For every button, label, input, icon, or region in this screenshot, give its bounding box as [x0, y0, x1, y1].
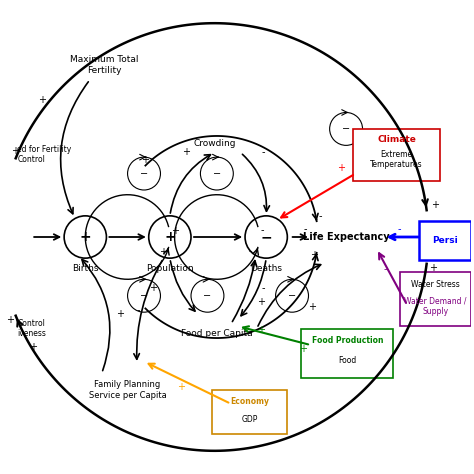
Text: +: +: [159, 246, 167, 256]
Text: −: −: [342, 124, 350, 134]
Text: Maximum Total
Fertility: Maximum Total Fertility: [70, 55, 138, 75]
Text: +: +: [429, 263, 437, 273]
Text: +: +: [257, 297, 265, 307]
Text: Food Production: Food Production: [311, 336, 383, 345]
Text: Water Demand /
Supply: Water Demand / Supply: [404, 297, 466, 316]
Text: +: +: [431, 200, 439, 210]
Text: Food per Capita: Food per Capita: [181, 328, 253, 337]
Text: +: +: [257, 325, 265, 335]
Text: Economy: Economy: [230, 397, 269, 406]
FancyBboxPatch shape: [419, 220, 471, 261]
Text: +: +: [38, 95, 46, 105]
Text: -: -: [398, 224, 401, 234]
Text: +: +: [29, 342, 37, 352]
Text: Persi: Persi: [432, 236, 457, 245]
Text: +: +: [6, 315, 14, 325]
Text: -: -: [262, 283, 265, 293]
Text: +: +: [11, 146, 19, 155]
Text: -: -: [319, 211, 322, 221]
Text: Water Stress: Water Stress: [411, 281, 460, 290]
Text: -: -: [383, 264, 387, 274]
Text: +: +: [299, 344, 307, 354]
Text: +: +: [337, 163, 345, 173]
Text: +: +: [177, 382, 185, 392]
Text: −: −: [260, 230, 272, 244]
Text: Food: Food: [338, 356, 356, 365]
FancyBboxPatch shape: [400, 272, 471, 326]
Text: +: +: [182, 147, 190, 157]
Text: Family Planning
Service per Capita: Family Planning Service per Capita: [89, 380, 166, 400]
Text: Control
iveness: Control iveness: [17, 319, 46, 338]
Text: +: +: [310, 249, 318, 259]
Text: Life Expectancy: Life Expectancy: [303, 232, 390, 242]
Text: Crowding: Crowding: [193, 139, 236, 148]
Text: +: +: [171, 226, 179, 236]
Text: −: −: [203, 291, 211, 301]
Text: -: -: [304, 224, 307, 234]
Text: -: -: [260, 226, 264, 236]
FancyBboxPatch shape: [212, 390, 287, 434]
Text: +: +: [309, 302, 317, 312]
Text: Births: Births: [72, 264, 99, 273]
Text: −: −: [213, 169, 221, 179]
Text: +: +: [116, 309, 124, 319]
Text: GDP: GDP: [242, 415, 258, 424]
Text: +: +: [80, 230, 91, 244]
Text: −: −: [140, 169, 148, 179]
Text: +: +: [149, 283, 157, 293]
Text: +: +: [164, 230, 176, 244]
Text: −: −: [288, 291, 296, 301]
Text: -: -: [136, 305, 139, 315]
Text: ed for Fertility
Control: ed for Fertility Control: [17, 145, 72, 164]
Text: -: -: [262, 147, 265, 157]
Text: Deaths: Deaths: [250, 264, 282, 273]
Text: Extreme
Temperatures: Extreme Temperatures: [370, 150, 423, 169]
Text: +: +: [141, 155, 149, 165]
Text: Population: Population: [146, 264, 194, 273]
Text: −: −: [140, 291, 148, 301]
Text: -: -: [248, 246, 252, 256]
FancyBboxPatch shape: [353, 129, 440, 181]
FancyBboxPatch shape: [301, 328, 393, 378]
Text: Climate: Climate: [377, 135, 416, 144]
